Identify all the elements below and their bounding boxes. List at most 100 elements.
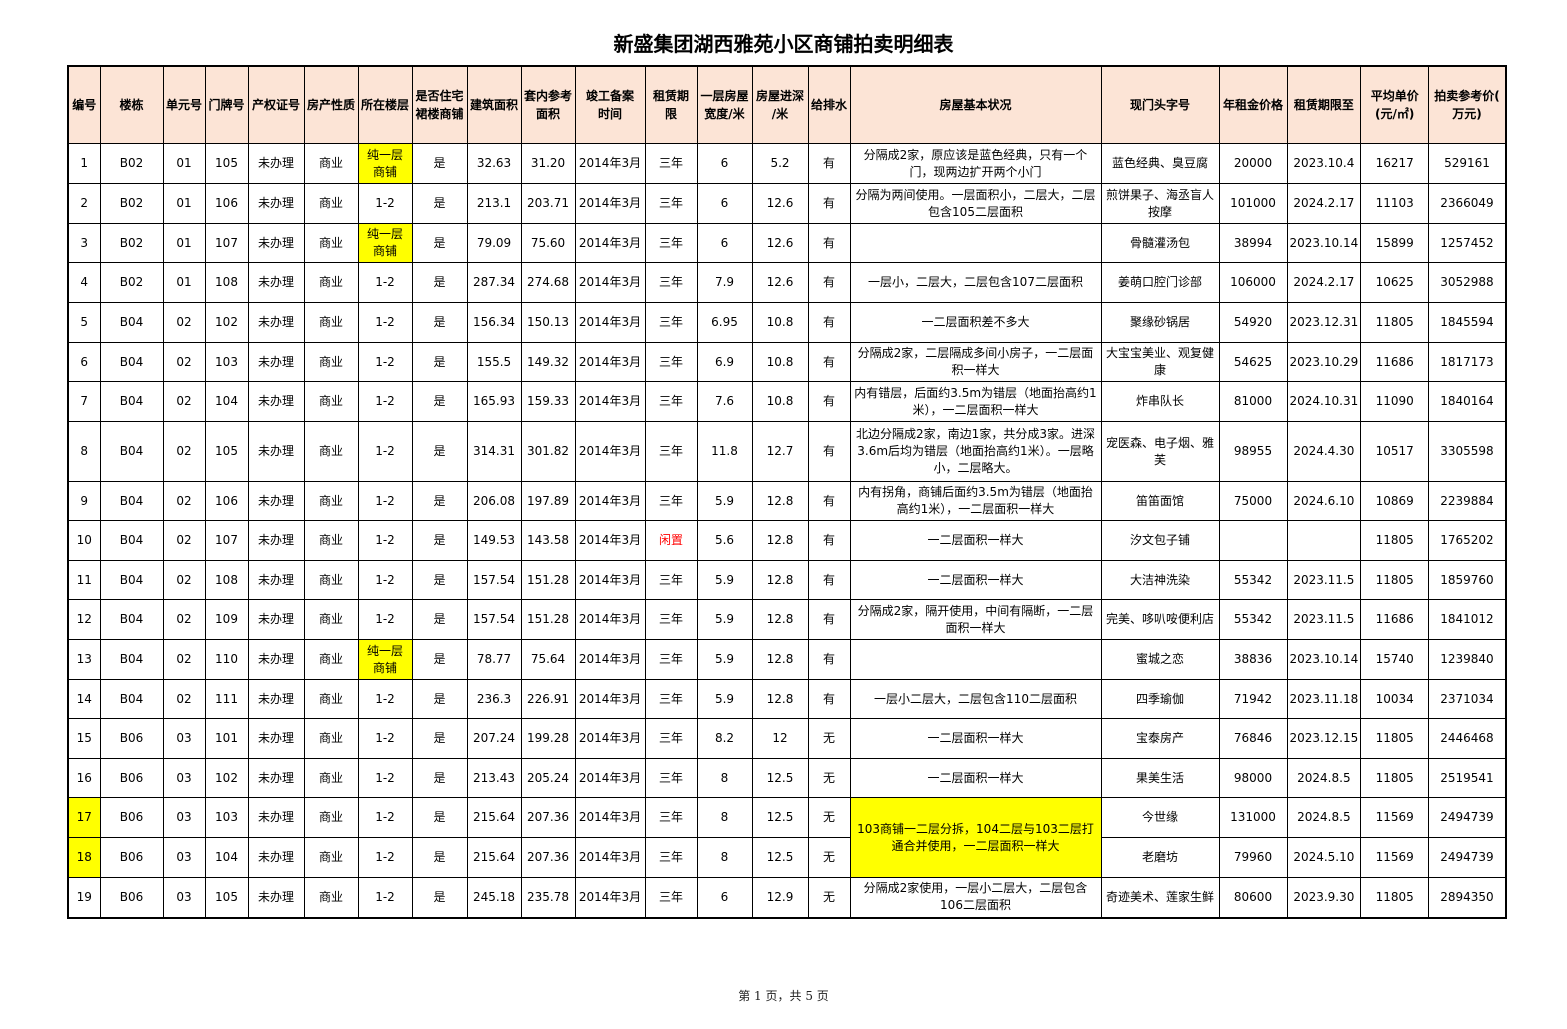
- cell-depth: 12.5: [751, 797, 809, 838]
- cell-building: B02: [99, 262, 164, 303]
- cell-reference-price: 2239884: [1428, 481, 1507, 521]
- cell-condition: 一二层面积一样大: [849, 758, 1102, 798]
- cell-width: 6.9: [696, 342, 753, 382]
- table-row: 9 B04 02 106 未办理 商业 1-2 是 206.08 197.89 2014年3月 三年 5…: [67, 481, 1507, 521]
- cell-depth: 5.2: [751, 143, 809, 184]
- cell-lease-until: 2024.8.5: [1286, 797, 1362, 838]
- cell-water: 无: [807, 758, 851, 798]
- cell-area: 245.18: [466, 877, 522, 918]
- cell-door: 103: [204, 797, 249, 838]
- cell-width: 7.9: [696, 262, 753, 303]
- cell-depth: 12.8: [751, 520, 809, 561]
- header-annual-rent: 年租金价格: [1218, 65, 1288, 144]
- cell-completion: 2014年3月: [574, 797, 646, 838]
- cell-shop-name: 今世缘: [1100, 797, 1220, 838]
- cell-shop-name: 宠医森、电子烟、雅芙: [1100, 421, 1220, 482]
- cell-width: 8: [696, 837, 753, 878]
- cell-lease-term: 三年: [644, 421, 698, 482]
- cell-lease-until: 2024.2.17: [1286, 183, 1362, 224]
- cell-no: 17: [67, 797, 101, 838]
- cell-lease-term: 三年: [644, 262, 698, 303]
- cell-completion: 2014年3月: [574, 877, 646, 918]
- cell-building: B04: [99, 599, 164, 640]
- cell-podium: 是: [411, 520, 468, 561]
- cell-shop-name: 蓝色经典、臭豆腐: [1100, 143, 1220, 184]
- cell-building: B04: [99, 381, 164, 422]
- cell-depth: 12.8: [751, 679, 809, 719]
- cell-condition: 内有错层，后面约3.5m为错层（地面抬高约1米），一二层面积一样大: [849, 381, 1102, 422]
- cell-no: 2: [67, 183, 101, 224]
- cell-water: 有: [807, 421, 851, 482]
- cell-completion: 2014年3月: [574, 679, 646, 719]
- cell-depth: 10.8: [751, 381, 809, 422]
- cell-shop-name: 老磨坊: [1100, 837, 1220, 878]
- table-row: 17 B06 03 103 未办理 商业 1-2 是 215.64 207.36 2014年3月 三年…: [67, 797, 1507, 878]
- cell-inner-area: 151.28: [520, 599, 576, 640]
- cell-nature: 商业: [303, 481, 359, 521]
- cell-cert: 未办理: [247, 262, 305, 303]
- cell-completion: 2014年3月: [574, 381, 646, 422]
- cell-area: 165.93: [466, 381, 522, 422]
- page-footer: 第 1 页，共 5 页: [738, 989, 829, 1003]
- cell-nature: 商业: [303, 421, 359, 482]
- cell-nature: 商业: [303, 262, 359, 303]
- cell-lease-until: 2023.12.15: [1286, 718, 1362, 759]
- cell-area: 236.3: [466, 679, 522, 719]
- header-area: 建筑面积: [466, 65, 522, 144]
- cell-shop-name: 完美、哆叭咹便利店: [1100, 599, 1220, 640]
- cell-inner-area: 159.33: [520, 381, 576, 422]
- cell-no: 16: [67, 758, 101, 798]
- cell-condition: [849, 639, 1102, 680]
- cell-floor: 1-2: [357, 302, 413, 343]
- cell-cert: 未办理: [247, 342, 305, 382]
- cell-completion: 2014年3月: [574, 302, 646, 343]
- cell-podium: 是: [411, 143, 468, 184]
- cell-inner-area: 207.36: [520, 797, 576, 838]
- header-depth: 房屋进深/米: [751, 65, 809, 144]
- cell-unit: 03: [162, 797, 206, 838]
- cell-nature: 商业: [303, 877, 359, 918]
- cell-inner-area: 150.13: [520, 302, 576, 343]
- table-row: 16 B06 03 102 未办理 商业 1-2 是 213.43 205.24 2014年3月 三年…: [67, 758, 1507, 798]
- cell-lease-until: 2024.4.30: [1286, 421, 1362, 482]
- cell-condition: 一二层面积差不多大: [849, 302, 1102, 343]
- cell-nature: 商业: [303, 679, 359, 719]
- cell-condition: 一二层面积一样大: [849, 520, 1102, 561]
- cell-building: B06: [99, 837, 164, 878]
- cell-door: 109: [204, 599, 249, 640]
- cell-annual-rent: 54625: [1218, 342, 1288, 382]
- table-row: 15 B06 03 101 未办理 商业 1-2 是 207.24 199.28 2014年3月 三年…: [67, 718, 1507, 759]
- cell-building: B04: [99, 639, 164, 680]
- cell-reference-price: 2894350: [1428, 877, 1507, 918]
- cell-reference-price: 1765202: [1428, 520, 1507, 561]
- cell-condition: [849, 223, 1102, 263]
- cell-reference-price: 2494739: [1428, 797, 1507, 838]
- cell-unit-price: 11805: [1360, 758, 1430, 798]
- cell-annual-rent: 54920: [1218, 302, 1288, 343]
- cell-completion: 2014年3月: [574, 560, 646, 600]
- cell-floor: 1-2: [357, 342, 413, 382]
- cell-lease-until: 2024.5.10: [1286, 837, 1362, 878]
- cell-unit: 02: [162, 560, 206, 600]
- cell-depth: 12.9: [751, 877, 809, 918]
- cell-cert: 未办理: [247, 599, 305, 640]
- cell-depth: 12.5: [751, 758, 809, 798]
- header-inner-area: 套内参考面积: [520, 65, 576, 144]
- header-lease-term: 租赁期限: [644, 65, 698, 144]
- cell-cert: 未办理: [247, 143, 305, 184]
- cell-cert: 未办理: [247, 758, 305, 798]
- cell-no: 12: [67, 599, 101, 640]
- header-building: 楼栋: [99, 65, 164, 144]
- cell-completion: 2014年3月: [574, 718, 646, 759]
- cell-door: 103: [204, 342, 249, 382]
- cell-unit: 02: [162, 342, 206, 382]
- cell-cert: 未办理: [247, 679, 305, 719]
- cell-building: B06: [99, 718, 164, 759]
- cell-nature: 商业: [303, 302, 359, 343]
- table-row: 19 B06 03 105 未办理 商业 1-2 是 245.18 235.78 2014年3月 三年…: [67, 877, 1507, 918]
- cell-podium: 是: [411, 758, 468, 798]
- cell-podium: 是: [411, 262, 468, 303]
- cell-no: 19: [67, 877, 101, 918]
- cell-reference-price: 1841012: [1428, 599, 1507, 640]
- cell-shop-name: 大宝宝美业、观复健康: [1100, 342, 1220, 382]
